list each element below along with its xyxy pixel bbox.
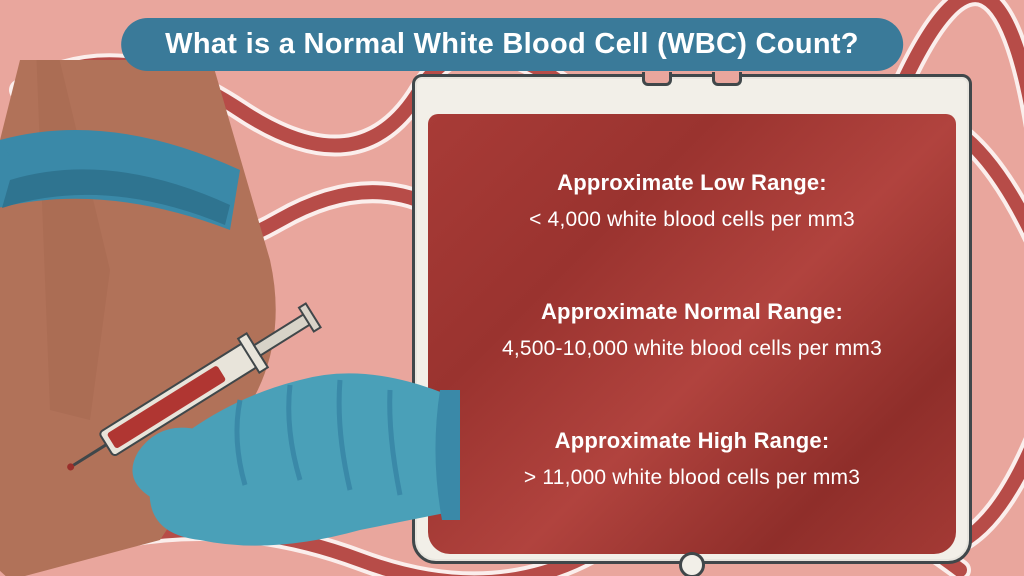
range-value: 4,500-10,000 white blood cells per mm3 <box>458 337 926 361</box>
title-pill: What is a Normal White Blood Cell (WBC) … <box>121 18 903 71</box>
blood-bag: Approximate Low Range: < 4,000 white blo… <box>412 74 972 564</box>
range-label: Approximate Normal Range: <box>458 299 926 325</box>
bag-tab <box>642 72 672 86</box>
range-value: < 4,000 white blood cells per mm3 <box>458 208 926 232</box>
infographic-canvas: What is a Normal White Blood Cell (WBC) … <box>0 0 1024 576</box>
title-text: What is a Normal White Blood Cell (WBC) … <box>165 28 859 60</box>
bag-hanger-tabs <box>642 72 742 86</box>
bag-tab <box>712 72 742 86</box>
range-value: > 11,000 white blood cells per mm3 <box>458 466 926 490</box>
arm-blood-draw-illustration <box>0 60 460 576</box>
range-label: Approximate High Range: <box>458 428 926 454</box>
bag-port <box>679 552 705 576</box>
range-normal: Approximate Normal Range: 4,500-10,000 w… <box>458 293 926 367</box>
range-high: Approximate High Range: > 11,000 white b… <box>458 422 926 496</box>
range-label: Approximate Low Range: <box>458 170 926 196</box>
range-low: Approximate Low Range: < 4,000 white blo… <box>458 164 926 238</box>
bag-content: Approximate Low Range: < 4,000 white blo… <box>458 136 926 524</box>
